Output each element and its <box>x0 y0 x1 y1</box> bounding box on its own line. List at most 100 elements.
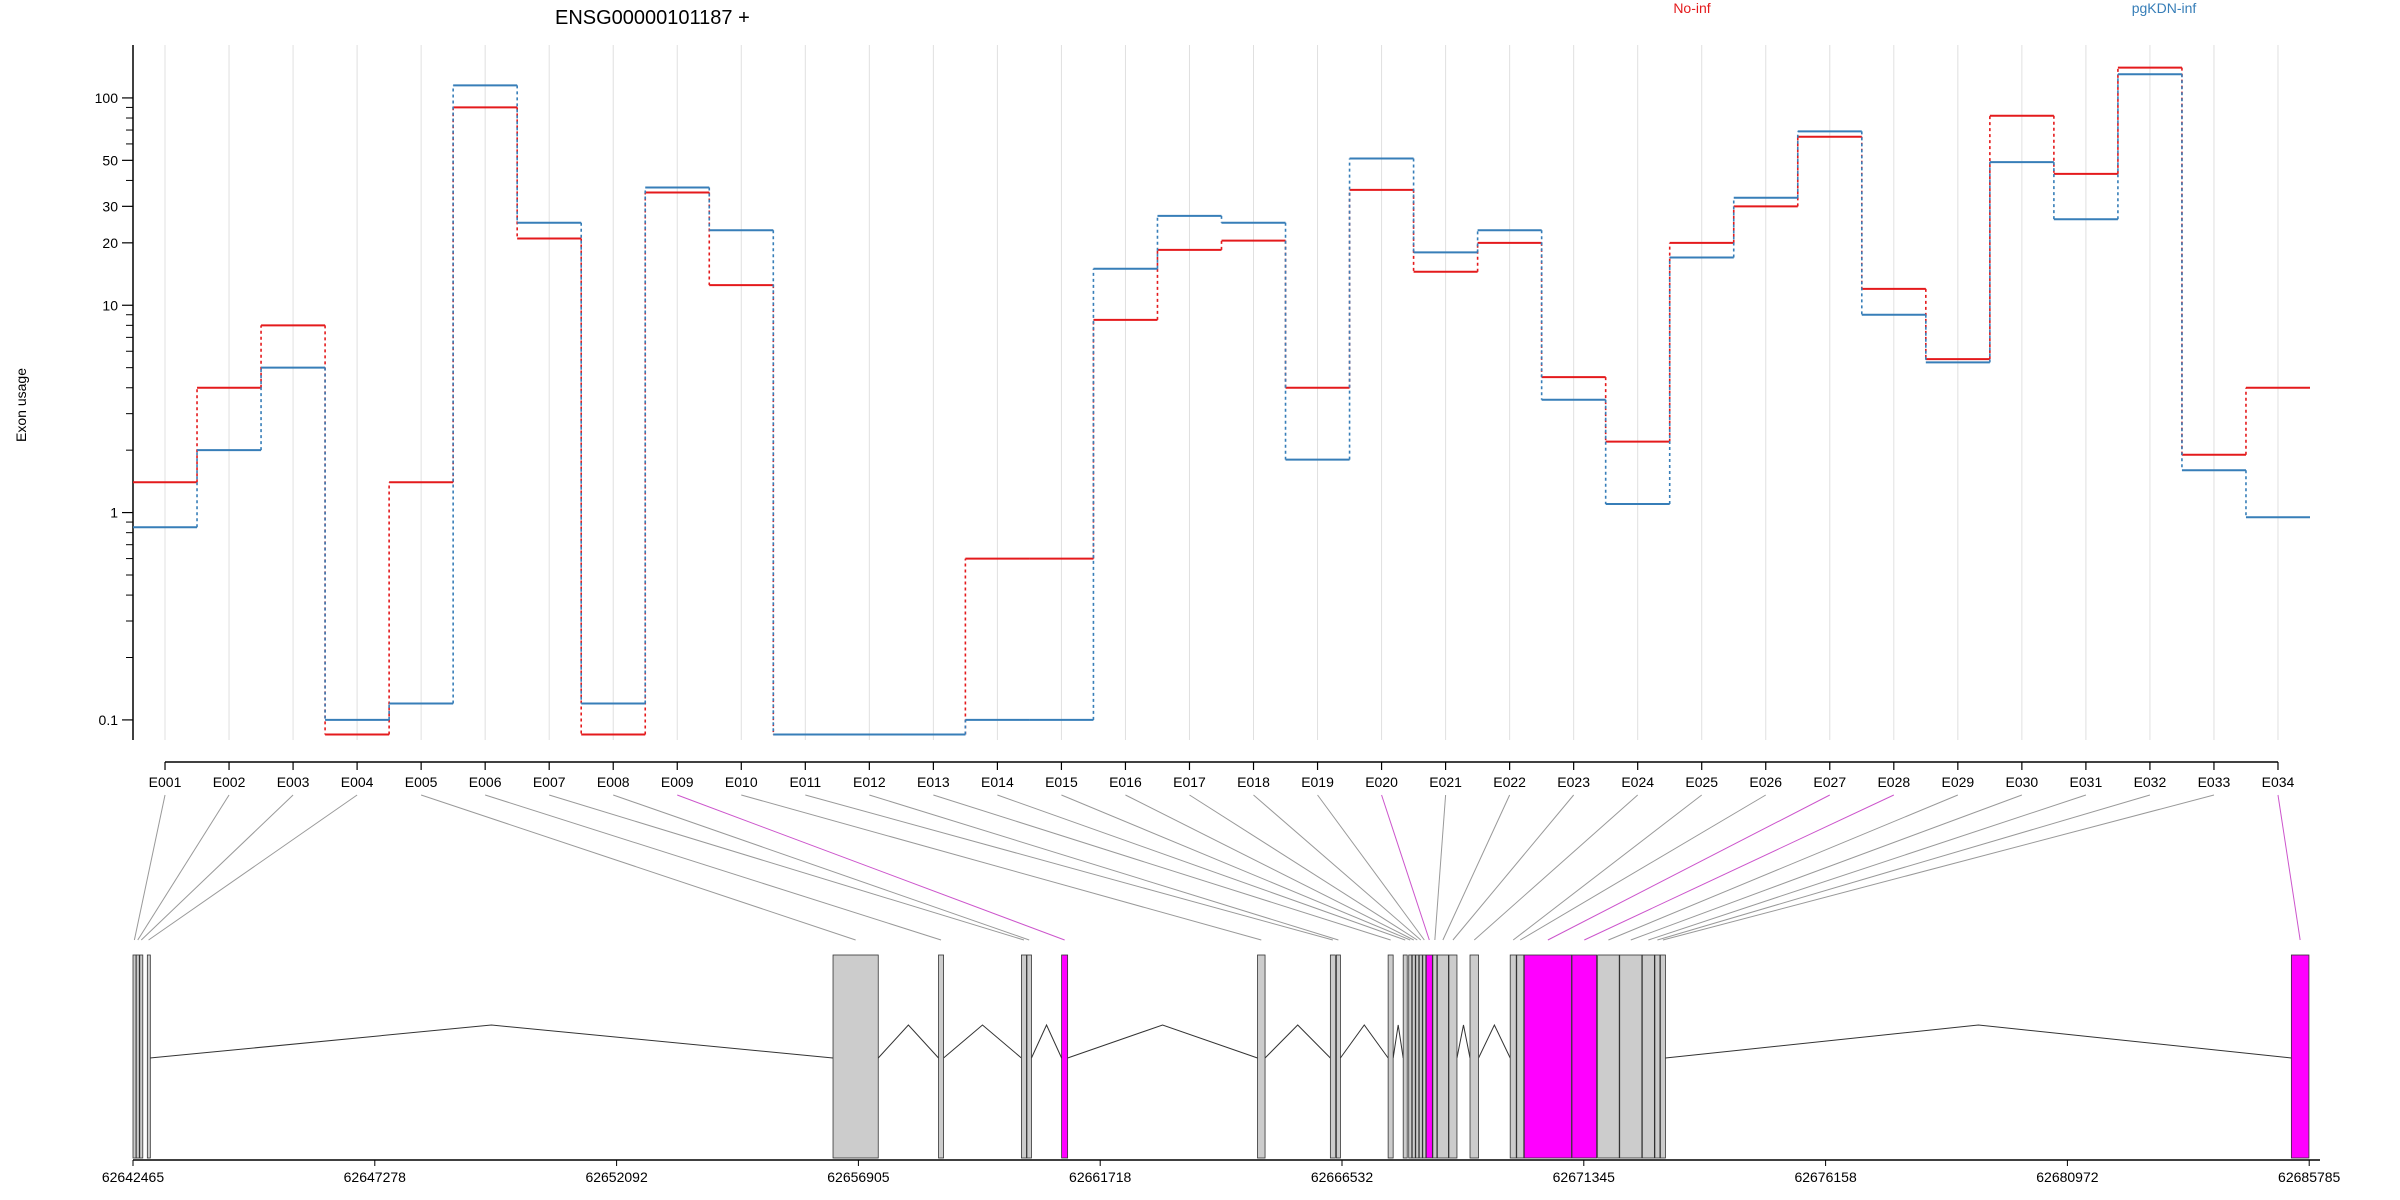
exon-connector <box>140 794 294 941</box>
exon-connector <box>1648 794 2087 941</box>
exon-connector <box>1434 794 1447 941</box>
exon-box <box>938 954 944 1159</box>
x-tick-label: E034 <box>2262 774 2295 790</box>
x-tick-label: E002 <box>213 774 246 790</box>
intron-line <box>1392 1024 1404 1059</box>
x-tick-label: E015 <box>1045 774 1078 790</box>
exon-box <box>1660 954 1666 1159</box>
intron-line <box>1340 1024 1389 1059</box>
exon-connector <box>1473 794 1639 941</box>
exon-connector <box>1452 794 1575 941</box>
x-tick-label: E014 <box>981 774 1014 790</box>
legend-label-pgkdn-inf: pgKDN-inf <box>2132 0 2197 16</box>
genome-tick-label: 62680972 <box>2036 1169 2099 1185</box>
exon-box <box>135 954 140 1159</box>
axes: 0.1 1 10 20 30 50 100 E001 E002 E003 E004 E005 E006 E… <box>95 45 2295 790</box>
exon-box <box>132 954 137 1159</box>
x-tick-label: E033 <box>2198 774 2231 790</box>
x-tick-label: E007 <box>533 774 566 790</box>
exon-connector <box>137 794 230 941</box>
exon-connector <box>1657 794 2151 941</box>
x-tick-label: E025 <box>1685 774 1718 790</box>
y-tick-label: 50 <box>102 152 118 168</box>
exon-connector <box>1125 794 1414 941</box>
intron-line <box>1067 1024 1258 1059</box>
x-tick-label: E012 <box>853 774 886 790</box>
exon-connector <box>933 794 1391 941</box>
y-tick-label: 30 <box>102 198 118 214</box>
exon-connector <box>1662 794 2215 941</box>
exon-connectors <box>133 794 2301 941</box>
exon-box <box>1654 954 1661 1159</box>
exon-connector <box>133 794 166 941</box>
genome-tick-label: 62676158 <box>1794 1169 1857 1185</box>
exon-connector <box>1442 794 1511 941</box>
exon-box <box>1641 954 1655 1159</box>
exon-box <box>1411 954 1416 1159</box>
genome-tick-label: 62652092 <box>585 1169 648 1185</box>
exon-connector <box>869 794 1339 941</box>
x-tick-label: E018 <box>1237 774 1270 790</box>
exon-box <box>1402 954 1408 1159</box>
series-no-inf <box>133 66 2310 736</box>
x-tick-label: E032 <box>2134 774 2167 790</box>
exon-box <box>1418 954 1423 1159</box>
genome-tick-label: 62666532 <box>1311 1169 1374 1185</box>
exon-box <box>1469 954 1479 1159</box>
x-tick-label: E028 <box>1877 774 1910 790</box>
grid-lines <box>164 45 2279 740</box>
intron-line <box>1031 1023 1063 1059</box>
exon-box <box>1415 954 1420 1159</box>
x-tick-label: E022 <box>1493 774 1526 790</box>
exon-connector <box>1381 794 1430 941</box>
x-tick-label: E004 <box>341 774 374 790</box>
exon-connector <box>1519 794 1767 941</box>
genome-tick-label: 62642465 <box>102 1169 165 1185</box>
x-tick-label: E026 <box>1749 774 1782 790</box>
exon-box <box>1597 954 1620 1159</box>
x-tick-label: E001 <box>149 774 182 790</box>
x-tick-label: E029 <box>1941 774 1974 790</box>
exon-box <box>1422 954 1427 1159</box>
x-tick-label: E024 <box>1621 774 1654 790</box>
exon-box <box>1026 954 1032 1159</box>
x-tick-label: E031 <box>2070 774 2103 790</box>
exon-connector <box>549 794 1025 941</box>
exon-connector <box>485 794 942 941</box>
genome-tick-label: 62661718 <box>1069 1169 1132 1185</box>
exon-box <box>1425 954 1433 1159</box>
exon-connector <box>1512 794 1703 941</box>
x-tick-label: E011 <box>789 774 821 790</box>
exon-box <box>1436 954 1449 1159</box>
y-tick-label: 100 <box>95 90 119 106</box>
exon-box <box>1387 954 1394 1159</box>
exon-box <box>1448 954 1458 1159</box>
genome-tick-label: 62685785 <box>2278 1169 2341 1185</box>
exon-connector <box>805 794 1334 941</box>
series-pgkdn-inf <box>133 73 2310 736</box>
x-tick-label: E021 <box>1429 774 1462 790</box>
x-tick-label: E030 <box>2006 774 2039 790</box>
gene-model: 62642465 62647278 62652092 62656905 62661718… <box>102 954 2341 1185</box>
exon-connector <box>1317 794 1425 941</box>
x-tick-label: E008 <box>597 774 630 790</box>
exon-connector <box>1608 794 1959 941</box>
x-tick-label: E027 <box>1813 774 1846 790</box>
x-tick-label: E019 <box>1301 774 1334 790</box>
exon-box <box>1061 954 1069 1159</box>
x-tick-label: E023 <box>1557 774 1590 790</box>
intron-line <box>1478 1023 1511 1059</box>
x-tick-label: E006 <box>469 774 502 790</box>
exon-connector <box>1253 794 1422 941</box>
exon-connector <box>1584 794 1895 941</box>
legend-label-no-inf: No-inf <box>1673 0 1710 16</box>
exon-box <box>1509 954 1517 1159</box>
chart-title: ENSG00000101187 + <box>555 7 750 29</box>
y-axis-label: Exon usage <box>13 368 29 442</box>
x-tick-label: E003 <box>277 774 310 790</box>
exon-box <box>1335 954 1341 1159</box>
y-tick-label: 0.1 <box>99 712 119 728</box>
x-tick-label: E020 <box>1365 774 1398 790</box>
genome-tick-label: 62656905 <box>827 1169 890 1185</box>
genome-tick-label: 62671345 <box>1553 1169 1616 1185</box>
